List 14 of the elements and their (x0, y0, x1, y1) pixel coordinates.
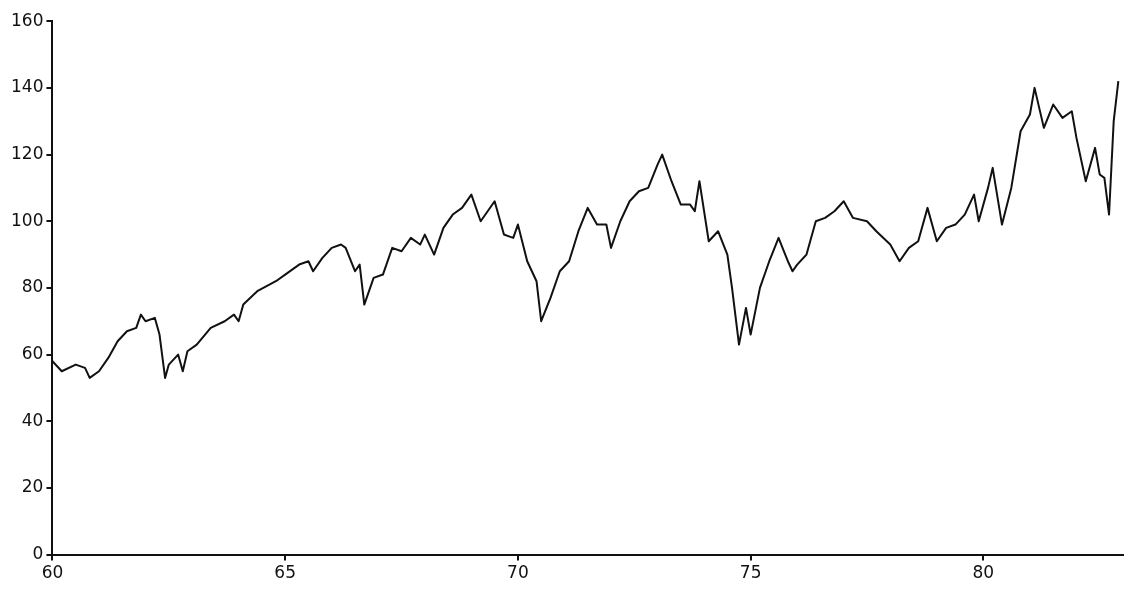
y-tick-label: 120 (10, 142, 44, 163)
y-tick-label: 80 (21, 276, 44, 297)
y-tick-label: 0 (32, 543, 44, 564)
x-tick-label: 65 (274, 562, 296, 583)
x-tick-label: 75 (739, 562, 762, 583)
x-tick-label: 70 (507, 562, 529, 583)
x-tick-label: 60 (41, 562, 64, 583)
y-tick-label: 60 (21, 343, 44, 363)
y-tick-label: 160 (10, 9, 44, 30)
y-tick-label: 100 (10, 209, 44, 230)
y-tick-label: 40 (21, 409, 44, 430)
y-tick-label: 20 (21, 476, 44, 497)
x-tick-label: 80 (972, 562, 995, 583)
y-tick-label: 140 (10, 76, 44, 97)
